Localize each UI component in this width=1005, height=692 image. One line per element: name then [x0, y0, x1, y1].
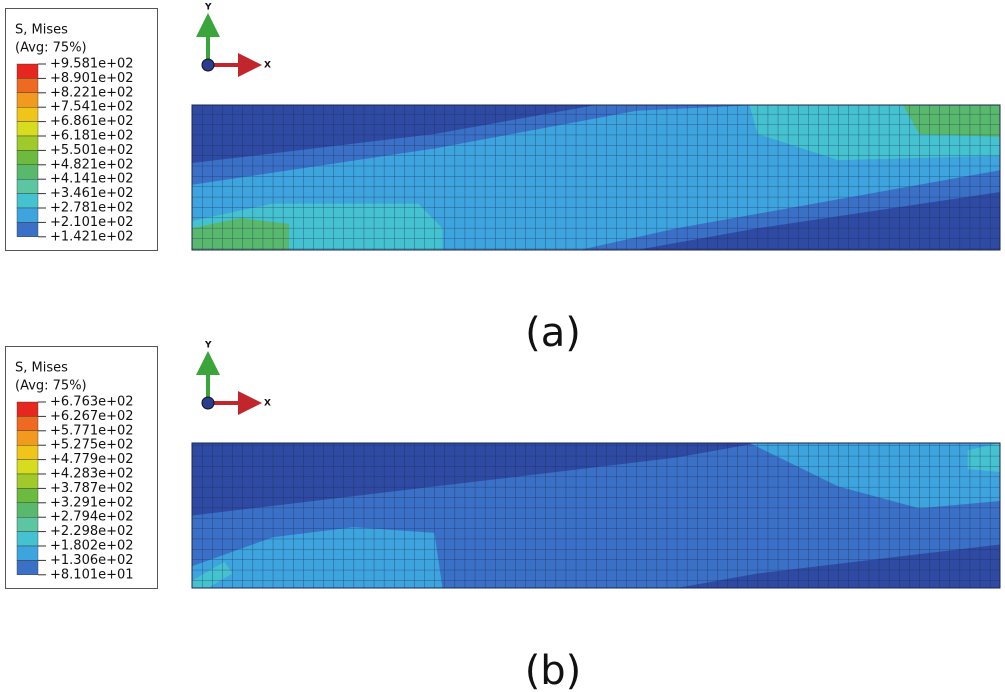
- x-axis-label: X: [264, 61, 271, 71]
- legend-label: +8.901e+02: [50, 71, 134, 86]
- legend-label: +4.283e+02: [50, 467, 134, 482]
- legend-swatch: [16, 164, 39, 180]
- legend-swatch: [16, 121, 39, 137]
- legend-label: +7.541e+02: [50, 100, 134, 115]
- caption: (a): [525, 310, 581, 356]
- beam-mesh: [191, 442, 1001, 589]
- legend-swatch: [16, 430, 39, 446]
- legend-title: S, Mises: [15, 361, 68, 376]
- caption: (b): [525, 648, 582, 692]
- legend-label: +3.461e+02: [50, 186, 134, 201]
- legend-swatch: [16, 488, 39, 503]
- legend-label: +6.181e+02: [50, 129, 134, 144]
- legend-label: +2.794e+02: [50, 510, 134, 525]
- legend-swatch: [16, 63, 39, 79]
- legend-label: +1.802e+02: [50, 539, 134, 554]
- legend-title: S, Mises: [15, 23, 68, 38]
- legend-label: +4.821e+02: [50, 157, 134, 172]
- legend-label: +4.779e+02: [50, 452, 134, 467]
- legend-swatch: [16, 193, 39, 209]
- legend-swatch: [16, 545, 39, 561]
- legend-label: +5.501e+02: [50, 143, 134, 158]
- legend-subtitle: (Avg: 75%): [15, 41, 87, 56]
- z-axis-dot: [201, 396, 215, 410]
- legend-swatch: [16, 459, 39, 475]
- legend-swatch: [16, 222, 39, 237]
- legend-label: +5.275e+02: [50, 438, 134, 453]
- legend-swatch: [16, 92, 39, 108]
- legend-label: +3.787e+02: [50, 481, 134, 496]
- legend-swatch: [16, 78, 39, 94]
- legend-swatch: [16, 401, 39, 417]
- legend-swatch: [16, 416, 39, 431]
- legend-swatch: [16, 531, 39, 547]
- panel: S, Mises (Avg: 75%)+9.581e+02+8.901e+02+8…: [5, 3, 1001, 356]
- legend-label: +8.221e+02: [50, 85, 134, 100]
- legend-swatch: [16, 178, 39, 194]
- legend-label: +2.101e+02: [50, 215, 134, 230]
- legend-label: +6.861e+02: [50, 114, 134, 129]
- legend-label: +9.581e+02: [50, 57, 134, 72]
- y-axis-label: Y: [204, 3, 212, 13]
- legend-swatch: [16, 207, 39, 223]
- legend-swatch: [16, 150, 39, 165]
- legend-swatch: [16, 135, 39, 151]
- legend-label: +4.141e+02: [50, 172, 134, 187]
- legend-swatch: [16, 106, 39, 122]
- legend-label: +6.267e+02: [50, 409, 134, 424]
- z-axis-dot: [201, 58, 215, 72]
- y-axis-label: Y: [204, 341, 212, 351]
- legend-label: +2.781e+02: [50, 201, 134, 216]
- legend-label: +5.771e+02: [50, 423, 134, 438]
- x-axis-label: X: [264, 399, 271, 409]
- beam-mesh: [191, 104, 1001, 251]
- legend-subtitle: (Avg: 75%): [15, 379, 87, 394]
- panel: S, Mises(Avg: 75%)+6.763e+02+6.267e+02+5…: [5, 341, 1001, 692]
- legend-swatch: [16, 473, 39, 489]
- legend-label: +6.763e+02: [50, 395, 134, 410]
- legend-swatch: [16, 502, 39, 518]
- legend-label: +3.291e+02: [50, 495, 134, 510]
- legend-swatch: [16, 517, 39, 532]
- legend-swatch: [16, 560, 39, 576]
- legend-label: +2.298e+02: [50, 524, 134, 539]
- legend-label: +1.306e+02: [50, 553, 134, 568]
- legend-swatch: [16, 445, 39, 460]
- legend-label: +8.101e+01: [50, 567, 134, 582]
- legend-label: +1.421e+02: [50, 229, 134, 244]
